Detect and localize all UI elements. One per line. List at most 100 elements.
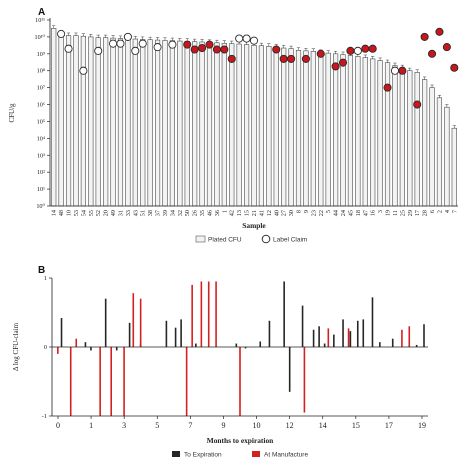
label-claim-point [435,27,444,36]
label-claim-point [131,46,140,55]
x-tick-label: 15 [352,421,360,430]
label-claim-point [220,45,229,54]
label-claim-point [316,49,325,58]
sample-tick-label: 35 [199,210,206,216]
panel-a-bars [51,25,457,207]
sample-tick-label: 31 [117,210,124,216]
plated-cfu-bar [154,39,161,207]
label-claim-point [138,39,147,48]
plated-cfu-bar [355,56,361,207]
panel-a: A 10¹¹ 10¹⁰ 10⁹ 10⁸ 10⁷ 10⁶ 10⁵ 10⁴ 10³ 10² 10¹ 10⁰… [8,7,459,244]
sample-tick-label: 23 [310,210,317,216]
label-claim-point [57,29,66,38]
panel-a-x-label: Sample [242,221,266,230]
plated-cfu-bar [192,41,198,207]
sample-tick-label: 10 [66,210,73,216]
label-claim-point [227,54,236,63]
sample-tick-label: 25 [399,210,406,216]
label-claim-point [272,45,281,54]
sample-tick-label: 46 [206,210,213,216]
label-claim-point [368,44,377,53]
label-claim-point [361,44,370,53]
legend-swatch-plated-cfu [195,235,206,243]
y-tick-label: 10⁴ [37,135,45,142]
y-tick-label: 10⁵ [37,118,45,125]
label-claim-point [413,100,422,109]
plated-cfu-bar [95,37,101,207]
plated-cfu-bar [140,39,146,207]
legend-label-label-claim: Label Claim [273,237,307,244]
sample-tick-label: 7 [451,210,458,213]
sample-tick-label: 38 [147,210,154,216]
y-tick-label: 10³ [37,152,45,159]
plated-cfu-bar [169,40,175,207]
y-tick-label: 10⁸ [37,68,45,75]
plated-cfu-bar [73,35,79,207]
sample-tick-label: 26 [192,210,199,216]
x-tick-label: 5 [155,421,159,430]
plated-cfu-bar [318,52,324,207]
panel-a-points [57,27,459,109]
plated-cfu-bar [199,41,205,207]
x-tick-label: 12 [286,421,294,430]
panel-b-x-ticks: 0 1 3 5 7 9 10 12 14 15 17 19 [56,416,426,430]
plated-cfu-bar [399,67,405,207]
x-tick-label: 3 [122,421,126,430]
plated-cfu-bar [288,48,294,207]
plated-cfu-bar [177,40,183,207]
sample-tick-label: 11 [392,210,399,216]
y-tick-label: 10¹¹ [35,17,45,24]
sample-tick-label: 29 [407,210,414,216]
plated-cfu-bar [422,79,428,207]
label-claim-point [190,45,199,54]
legend-label-to-expiration: To Expiration [184,452,222,459]
panel-b-legend: To Expiration At Manufacture [172,451,308,459]
plated-cfu-bar [340,54,346,207]
label-claim-point [235,34,244,43]
sample-tick-label: 27 [281,210,288,216]
legend-swatch-to-expiration [172,451,180,457]
sample-tick-label: 50 [184,210,191,216]
label-claim-point [287,54,296,63]
y-tick-label: -1 [42,413,47,420]
label-claim-point [183,40,192,49]
label-claim-point [450,63,459,72]
panel-b-x-label: Months to expiration [207,436,274,445]
plated-cfu-bar [281,47,287,207]
label-claim-point [123,32,132,41]
sample-tick-label: 12 [266,210,273,216]
panel-a-letter: A [38,7,45,18]
sample-tick-label: 54 [80,210,87,216]
x-tick-label: 14 [319,421,327,430]
sample-tick-label: 49 [110,210,117,216]
sample-tick-label: 24 [340,210,347,216]
sample-tick-label: 9 [303,210,310,213]
label-claim-point [301,54,310,63]
panel-a-x-ticks: 14 48 10 53 54 55 52 20 49 31 33 43 51 38 37 39 34 32 50 26… [51,210,459,216]
sample-tick-label: 44 [333,210,340,216]
plated-cfu-bar [251,45,257,207]
plated-cfu-bar [451,127,457,207]
sample-tick-label: 2 [436,210,443,213]
plated-cfu-bar [103,37,109,207]
sample-tick-label: 53 [73,210,80,216]
plated-cfu-bar [347,55,354,207]
y-tick-label: 10¹⁰ [34,34,45,41]
sample-tick-label: 43 [132,210,139,216]
sample-tick-label: 3 [377,210,384,213]
plated-cfu-bar [303,50,309,207]
sample-tick-label: 45 [347,210,354,216]
panel-a-legend: Plated CFU Label Claim [195,234,307,244]
sample-tick-label: 5 [325,210,332,213]
label-claim-point [64,44,73,53]
label-claim-point [420,32,429,41]
plated-cfu-bar [206,42,213,207]
sample-tick-label: 33 [125,210,132,216]
y-tick-label: 10⁹ [37,51,45,58]
plated-cfu-bar [117,38,124,207]
y-tick-label: 10² [37,169,45,176]
panel-b-letter: B [38,265,45,276]
x-tick-label: 0 [56,421,60,430]
plated-cfu-bar [88,36,94,207]
panel-b-y-label: Δ log CFU-claim [12,322,20,371]
